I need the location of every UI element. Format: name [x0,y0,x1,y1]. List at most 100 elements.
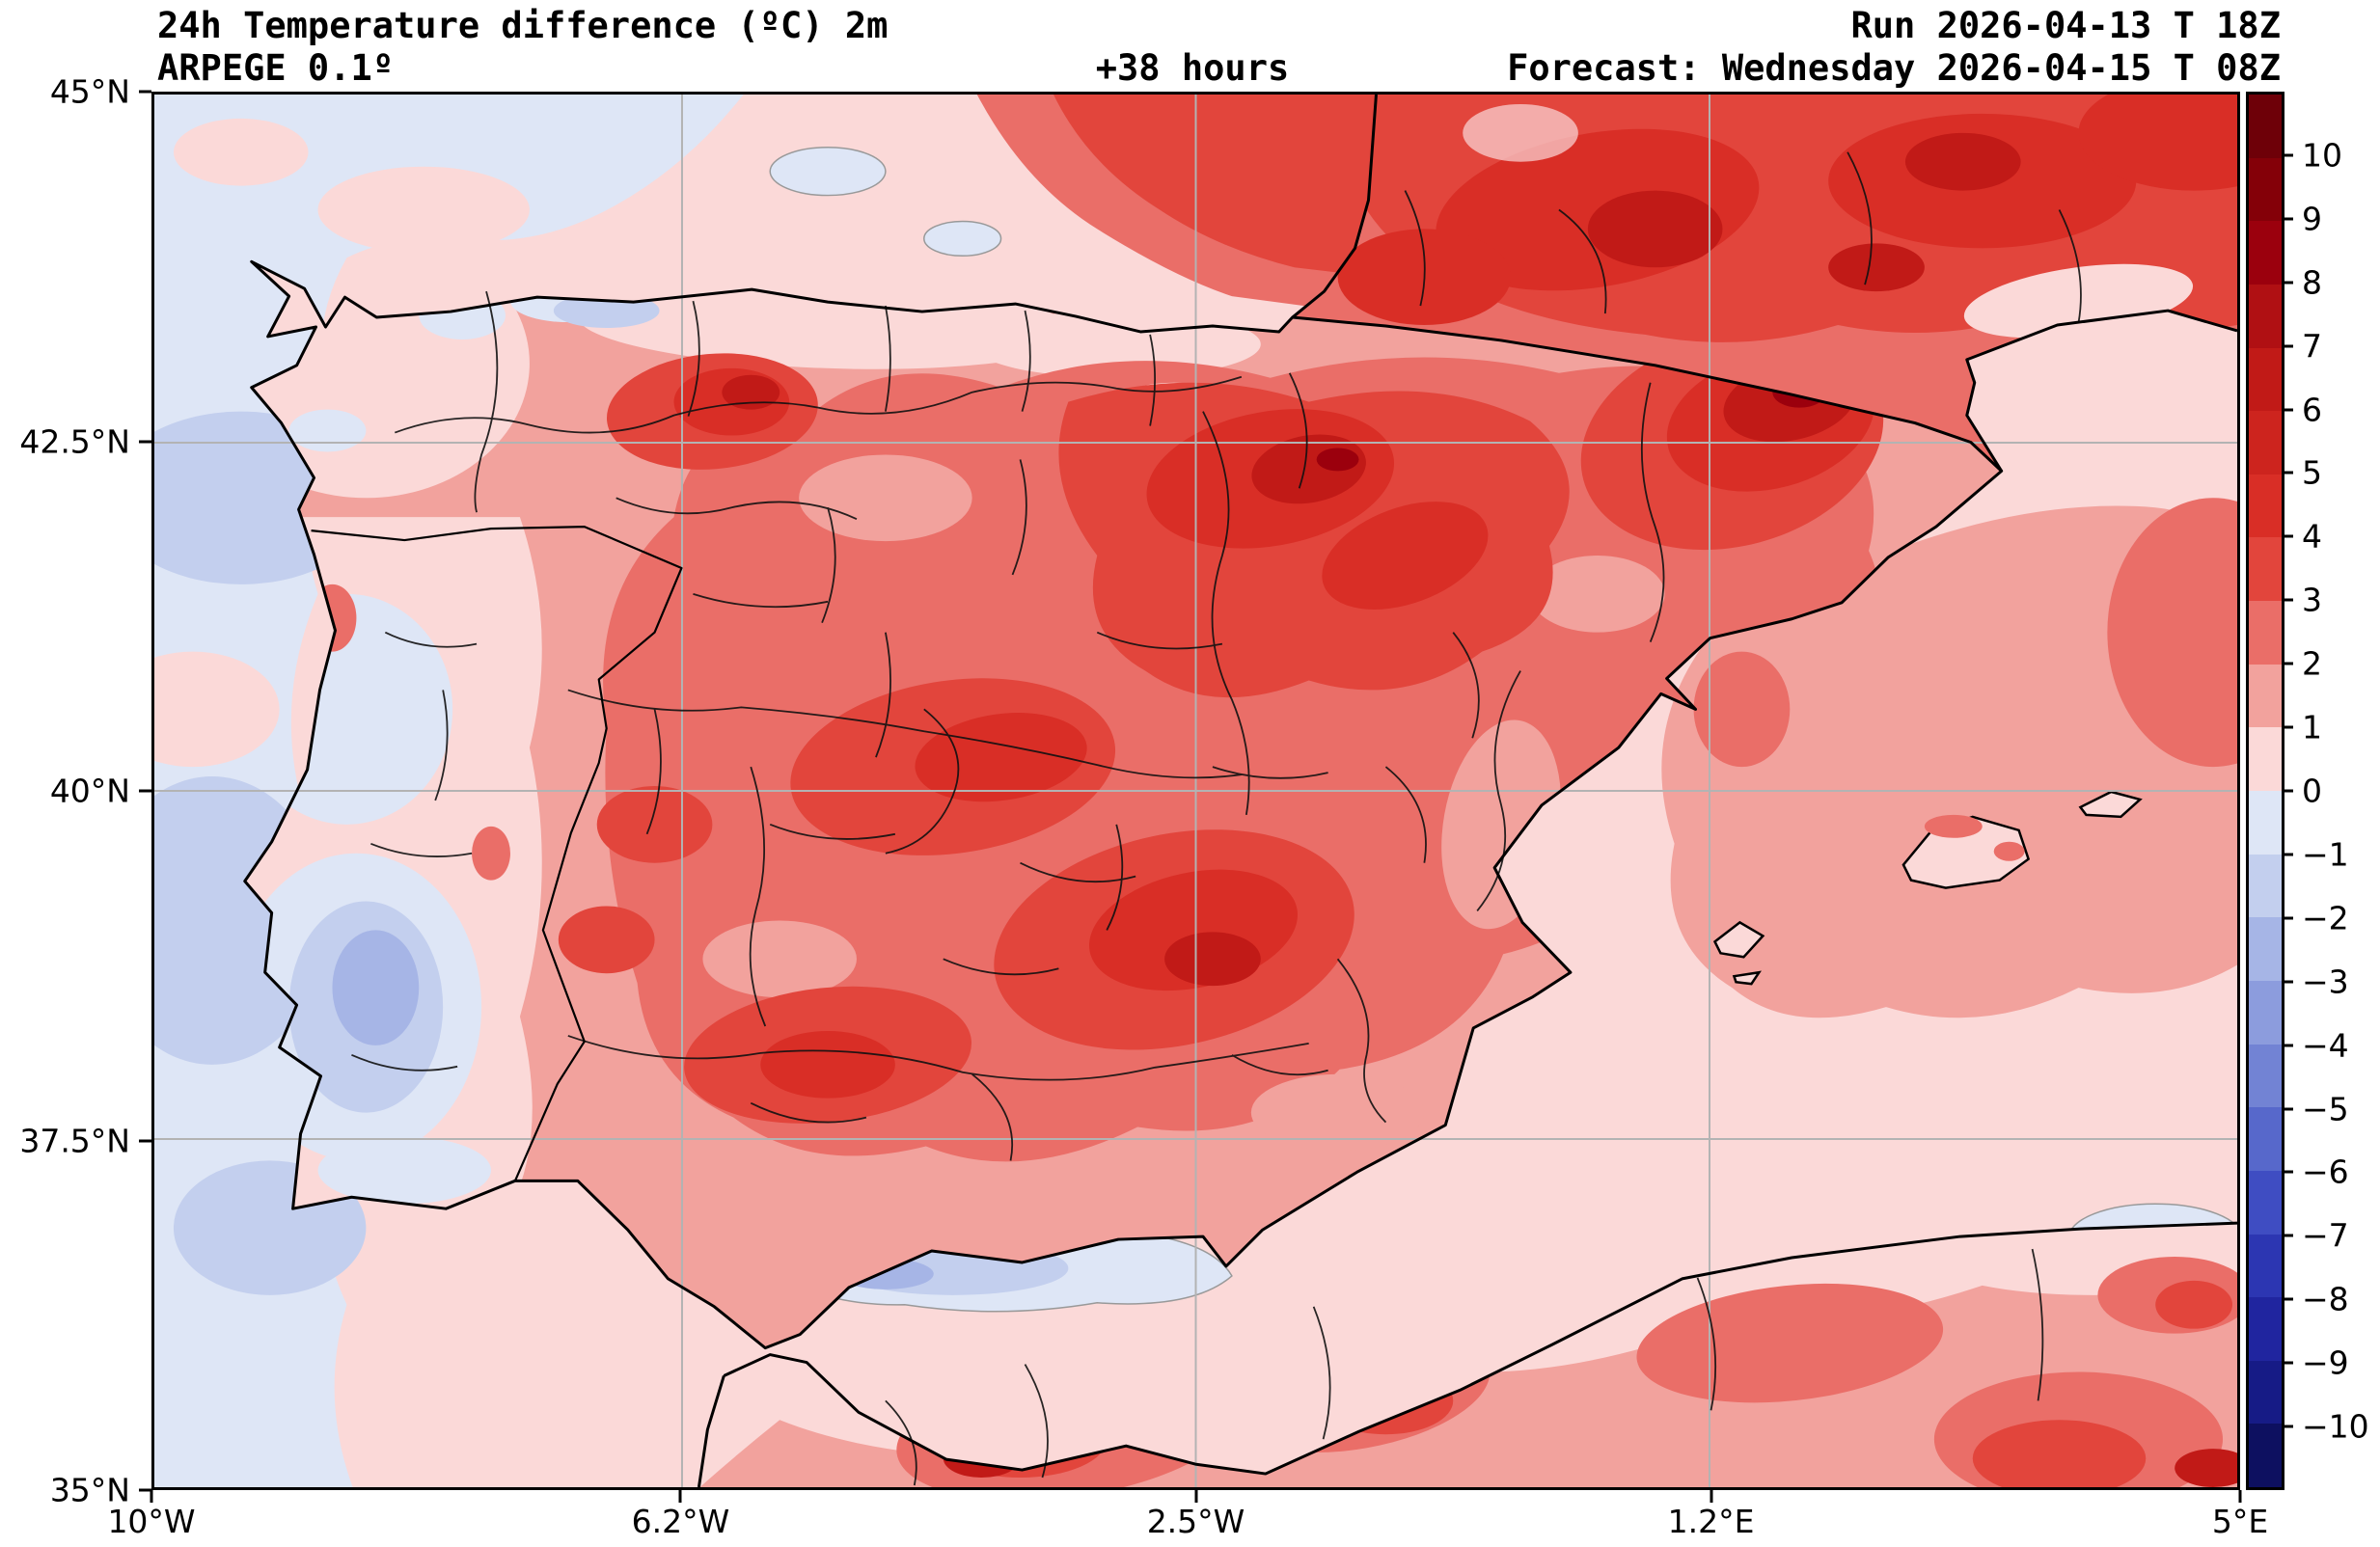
colorbar-band [2249,221,2282,285]
colorbar [2246,92,2284,1490]
colorbar-tick-label: 7 [2302,327,2322,366]
colorbar-tick-label: −10 [2302,1407,2369,1446]
colorbar-tick-mark [2283,534,2293,538]
colorbar-band [2249,1360,2282,1425]
colorbar-tick-label: −1 [2302,835,2349,874]
y-tick-mark [139,90,151,94]
colorbar-band [2249,284,2282,348]
colorbar-band [2249,157,2282,222]
colorbar-tick-label: −5 [2302,1090,2349,1128]
lead-time-label: +38 hours [1095,47,1290,89]
colorbar-tick-mark [2283,217,2293,221]
gridlines [154,95,2237,1487]
colorbar-tick-label: −4 [2302,1026,2349,1065]
colorbar-tick-mark [2283,662,2293,665]
colorbar-band [2249,1297,2282,1361]
colorbar-tick-label: −8 [2302,1280,2349,1318]
colorbar-tick-label: 6 [2302,391,2322,429]
colorbar-tick-label: −9 [2302,1343,2349,1382]
colorbar-tick-mark [2283,344,2293,348]
colorbar-ticks: 10 9 8 7 6 5 4 3 2 1 0 −1 −2 −3 −4 −5 −6 −7 −8 −9 −10 [2283,92,2380,1490]
x-tick-label: 2.5°W [1146,1503,1245,1540]
run-label: Run 2026-04-13 T 18Z [1850,5,2281,46]
x-tick-label: 5°E [2211,1503,2269,1540]
colorbar-tick-label: 1 [2302,708,2322,746]
colorbar-tick-label: 2 [2302,644,2322,683]
colorbar-band [2249,411,2282,475]
colorbar-band [2249,917,2282,981]
colorbar-tick-label: −7 [2302,1216,2349,1255]
map-title: 24h Temperature difference (ºC) 2m [157,5,889,46]
colorbar-tick-mark [2283,853,2293,856]
x-tick-label: 6.2°W [631,1503,730,1540]
x-tick-mark [2238,1490,2242,1503]
balearic-islands [1712,790,2143,986]
colorbar-bands [2249,95,2282,1488]
forecast-label: Forecast: Wednesday 2026-04-15 T 08Z [1507,47,2281,89]
colorbar-band [2249,1234,2282,1298]
colorbar-tick-mark [2283,1044,2293,1047]
y-tick-label: 40°N [49,772,130,810]
colorbar-tick-mark [2283,980,2293,984]
colorbar-tick-label: 0 [2302,772,2322,810]
x-axis-ticks: 10°W 6.2°W 2.5°W 1.2°E 5°E [107,1490,2268,1544]
colorbar-tick-mark [2283,789,2293,793]
colorbar-tick-label: −2 [2302,899,2349,937]
colorbar-band [2249,474,2282,538]
colorbar-tick-mark [2283,1107,2293,1111]
map-svg [154,95,2237,1487]
colorbar-band [2249,1044,2282,1108]
colorbar-band [2249,95,2282,158]
colorbar-band [2249,854,2282,918]
x-tick-label: 10°W [107,1503,196,1540]
y-tick-mark [139,789,151,793]
x-tick-mark [150,1490,153,1503]
colorbar-tick-mark [2283,1425,2293,1428]
colorbar-tick-label: 8 [2302,263,2322,302]
colorbar-tick-label: 4 [2302,517,2322,556]
colorbar-tick-label: 3 [2302,581,2322,619]
y-tick-mark [139,1139,151,1142]
colorbar-tick-label: −3 [2302,963,2349,1001]
admin-boundaries [351,151,2082,1486]
model-label: ARPEGE 0.1º [157,47,395,89]
y-tick-label: 35°N [49,1471,130,1509]
colorbar-tick-mark [2283,471,2293,475]
colorbar-band [2249,980,2282,1045]
y-tick-label: 37.5°N [19,1122,130,1159]
coastlines [243,95,2237,1487]
colorbar-tick-label: 9 [2302,200,2322,238]
x-tick-label: 1.2°E [1667,1503,1755,1540]
colorbar-tick-mark [2283,1361,2293,1365]
colorbar-band [2249,347,2282,412]
y-axis-ticks: 45°N 42.5°N 40°N 37.5°N 35°N [0,73,151,1509]
colorbar-band [2249,1424,2282,1488]
map-plot-area [151,92,2240,1490]
colorbar-tick-mark [2283,598,2293,602]
x-tick-mark [678,1490,682,1503]
colorbar-tick-label: −6 [2302,1153,2349,1191]
colorbar-tick-mark [2283,1170,2293,1174]
colorbar-band [2249,601,2282,665]
y-tick-label: 42.5°N [19,422,130,460]
x-tick-mark [1710,1490,1713,1503]
colorbar-band [2249,1107,2282,1171]
colorbar-tick-label: 5 [2302,453,2322,492]
colorbar-tick-mark [2283,408,2293,412]
colorbar-band [2249,1170,2282,1235]
y-tick-mark [139,440,151,443]
colorbar-band [2249,537,2282,602]
colorbar-band [2249,664,2282,728]
colorbar-tick-mark [2283,916,2293,920]
y-tick-label: 45°N [49,72,130,111]
colorbar-tick-label: 10 [2302,136,2342,175]
colorbar-tick-mark [2283,153,2293,157]
colorbar-band [2249,791,2282,855]
colorbar-tick-mark [2283,725,2293,729]
colorbar-tick-mark [2283,1234,2293,1237]
colorbar-tick-mark [2283,1297,2293,1301]
y-tick-mark [139,1488,151,1492]
colorbar-tick-mark [2283,281,2293,285]
colorbar-band [2249,727,2282,792]
x-tick-mark [1194,1490,1197,1503]
